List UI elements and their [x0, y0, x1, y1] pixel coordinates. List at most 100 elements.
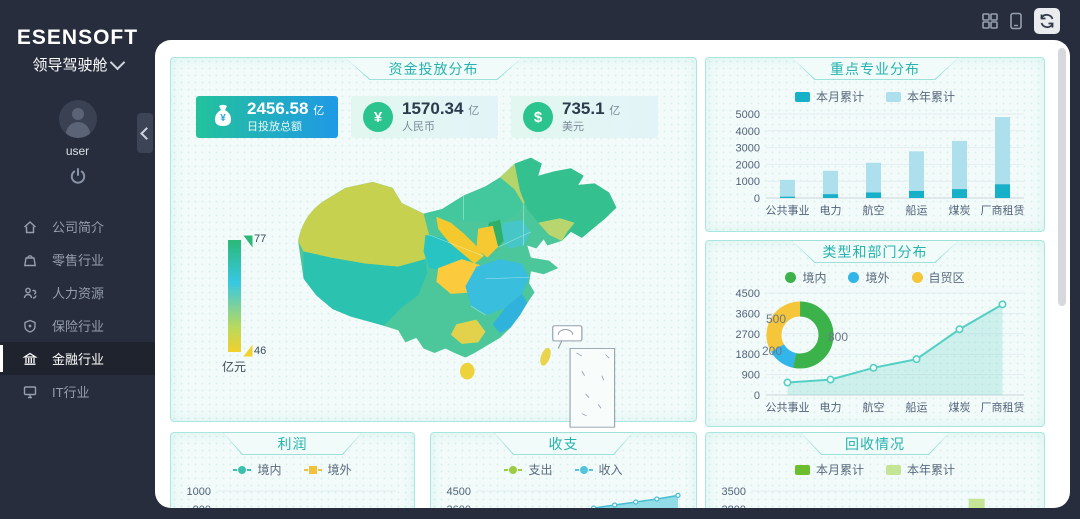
product-name: 领导驾驶舱	[32, 57, 108, 74]
panel-funds-tab: 资金投放分布	[344, 57, 523, 80]
panel-profit-tab: 利润	[222, 432, 363, 455]
balance-legend: 支出 收入	[431, 461, 696, 478]
legend-item[interactable]: 本年累计	[886, 461, 955, 478]
dashboard-grid-button[interactable]	[978, 9, 1002, 33]
panel-types: 类型和部门分布 境内 境外 自贸区 0 900 1800 2700 3600 4500 公共事业…	[705, 240, 1045, 427]
stat-card-3: $735.1 亿美元	[511, 96, 658, 138]
logo: ESENSOFT 领导驾驶舱	[0, 26, 155, 75]
svg-text:厂商租赁: 厂商租赁	[981, 400, 1025, 414]
sidebar-item-2[interactable]: 零售行业	[0, 243, 155, 276]
profit-chart: 1000 800	[187, 486, 396, 508]
legend-item[interactable]: 收入	[574, 461, 623, 478]
monitor-icon	[23, 385, 37, 398]
card-value: 2456.58	[247, 99, 309, 118]
chevron-down-icon	[109, 54, 125, 71]
legend-label: 本年累计	[907, 90, 956, 104]
legend-label: 本月累计	[815, 463, 864, 477]
legend-min: 46	[254, 345, 267, 357]
stat-card-2: ¥1570.34 亿人民币	[351, 96, 498, 138]
card-unit: 亿	[468, 105, 480, 117]
svg-text:¥: ¥	[220, 113, 226, 124]
people-icon	[23, 287, 37, 299]
legend-marker	[911, 272, 923, 283]
stat-card-1: ¥2456.58 亿日投放总额	[196, 96, 338, 138]
legend-marker	[794, 464, 810, 475]
sidebar-item-3[interactable]: 人力资源	[0, 276, 155, 309]
svg-text:2800: 2800	[722, 504, 746, 508]
mobile-icon	[1010, 12, 1022, 30]
sidebar-item-4[interactable]: 保险行业	[0, 309, 155, 342]
sidebar-collapse-handle[interactable]	[137, 113, 153, 153]
svg-text:1000: 1000	[187, 486, 211, 498]
money-bag-icon: ¥	[215, 104, 231, 126]
map-inset-south-china-sea	[569, 347, 616, 428]
refresh-icon	[1040, 13, 1054, 29]
recovery-legend: 本月累计 本年累计	[706, 461, 1044, 478]
svg-text:2700: 2700	[736, 329, 760, 341]
legend-item[interactable]: 本月累计	[794, 88, 864, 105]
legend-label: 境外	[865, 271, 890, 285]
legend-label: 收入	[598, 463, 623, 477]
panel-majors-tab: 重点专业分布	[791, 57, 959, 80]
legend-label: 本年累计	[907, 463, 956, 477]
map-taiwan	[540, 347, 551, 366]
svg-text:公共事业: 公共事业	[766, 204, 810, 217]
power-button[interactable]	[0, 167, 155, 190]
sidebar-item-6[interactable]: IT行业	[0, 375, 155, 408]
sidebar-item-label: 人力资源	[52, 286, 105, 301]
svg-text:厂商租赁: 厂商租赁	[981, 203, 1025, 217]
types-line-donut-chart: 0 900 1800 2700 3600 4500 公共事业 电力 航空 船运 煤炭 厂商租赁 500 8…	[736, 288, 1025, 414]
legend-label: 支出	[528, 463, 553, 477]
svg-text:4000: 4000	[736, 126, 760, 138]
card-value: 735.1	[562, 99, 605, 118]
legend-marker	[504, 465, 523, 474]
svg-text:3000: 3000	[736, 143, 760, 155]
panel-recovery-title: 回收情况	[801, 433, 949, 454]
legend-item[interactable]: 本年累计	[886, 88, 955, 105]
majors-legend: 本月累计 本年累计	[706, 88, 1044, 105]
sidebar: ESENSOFT 领导驾驶舱 user 公司简介 零售行业 人力资源 保险行业 金融行业…	[0, 0, 155, 519]
svg-text:1800: 1800	[736, 349, 760, 361]
svg-text:煤炭: 煤炭	[949, 204, 971, 217]
legend-item[interactable]: 境外	[848, 269, 890, 286]
sidebar-item-1[interactable]: 公司简介	[0, 210, 155, 243]
refresh-button[interactable]	[1034, 8, 1060, 34]
panel-balance-tab: 收支	[493, 432, 634, 455]
card-label: 美元	[562, 121, 584, 133]
legend-label: 境内	[257, 463, 282, 477]
svg-text:航空: 航空	[863, 203, 885, 217]
svg-text:船运: 船运	[906, 203, 928, 217]
panel-majors-title: 重点专业分布	[792, 58, 958, 79]
legend-item[interactable]: 境内	[785, 269, 826, 286]
svg-text:3500: 3500	[722, 486, 746, 498]
card-value: 1570.34	[402, 99, 464, 118]
legend-item[interactable]: 支出	[504, 461, 553, 478]
dollar-icon: $	[523, 102, 553, 132]
legend-item[interactable]: 自贸区	[911, 269, 965, 286]
map-magnifier-bubble[interactable]	[552, 325, 583, 349]
legend-item[interactable]: 境内	[233, 461, 282, 478]
legend-marker	[303, 465, 322, 474]
svg-text:0: 0	[754, 390, 760, 402]
panel-balance: 收支 支出 收入 4500 3600	[430, 432, 697, 508]
sidebar-nav: 公司简介 零售行业人力资源保险行业 金融行业 IT行业	[0, 210, 155, 408]
svg-text:800: 800	[193, 504, 211, 508]
legend-item[interactable]: 境外	[303, 461, 352, 478]
sidebar-item-5[interactable]: 金融行业	[0, 342, 155, 375]
svg-text:0: 0	[754, 193, 760, 205]
scrollbar-thumb[interactable]	[1058, 48, 1066, 306]
legend-item[interactable]: 本月累计	[794, 461, 864, 478]
svg-text:800: 800	[828, 330, 848, 344]
china-map	[298, 157, 617, 428]
card-unit: 亿	[313, 105, 325, 117]
panel-types-title: 类型和部门分布	[792, 241, 958, 262]
legend-label: 境内	[802, 271, 827, 285]
majors-bar-chart: 0 1000 2000 3000 4000 5000 公共事业 电力 航空 船运 煤炭 厂商租赁	[736, 109, 1025, 217]
svg-text:1000: 1000	[736, 176, 760, 188]
legend-marker	[233, 465, 252, 474]
mobile-view-button[interactable]	[1004, 9, 1028, 33]
legend-marker	[574, 465, 593, 474]
legend-marker	[886, 91, 901, 102]
legend-marker	[794, 91, 810, 102]
product-switcher[interactable]: 领导驾驶舱	[0, 54, 155, 75]
